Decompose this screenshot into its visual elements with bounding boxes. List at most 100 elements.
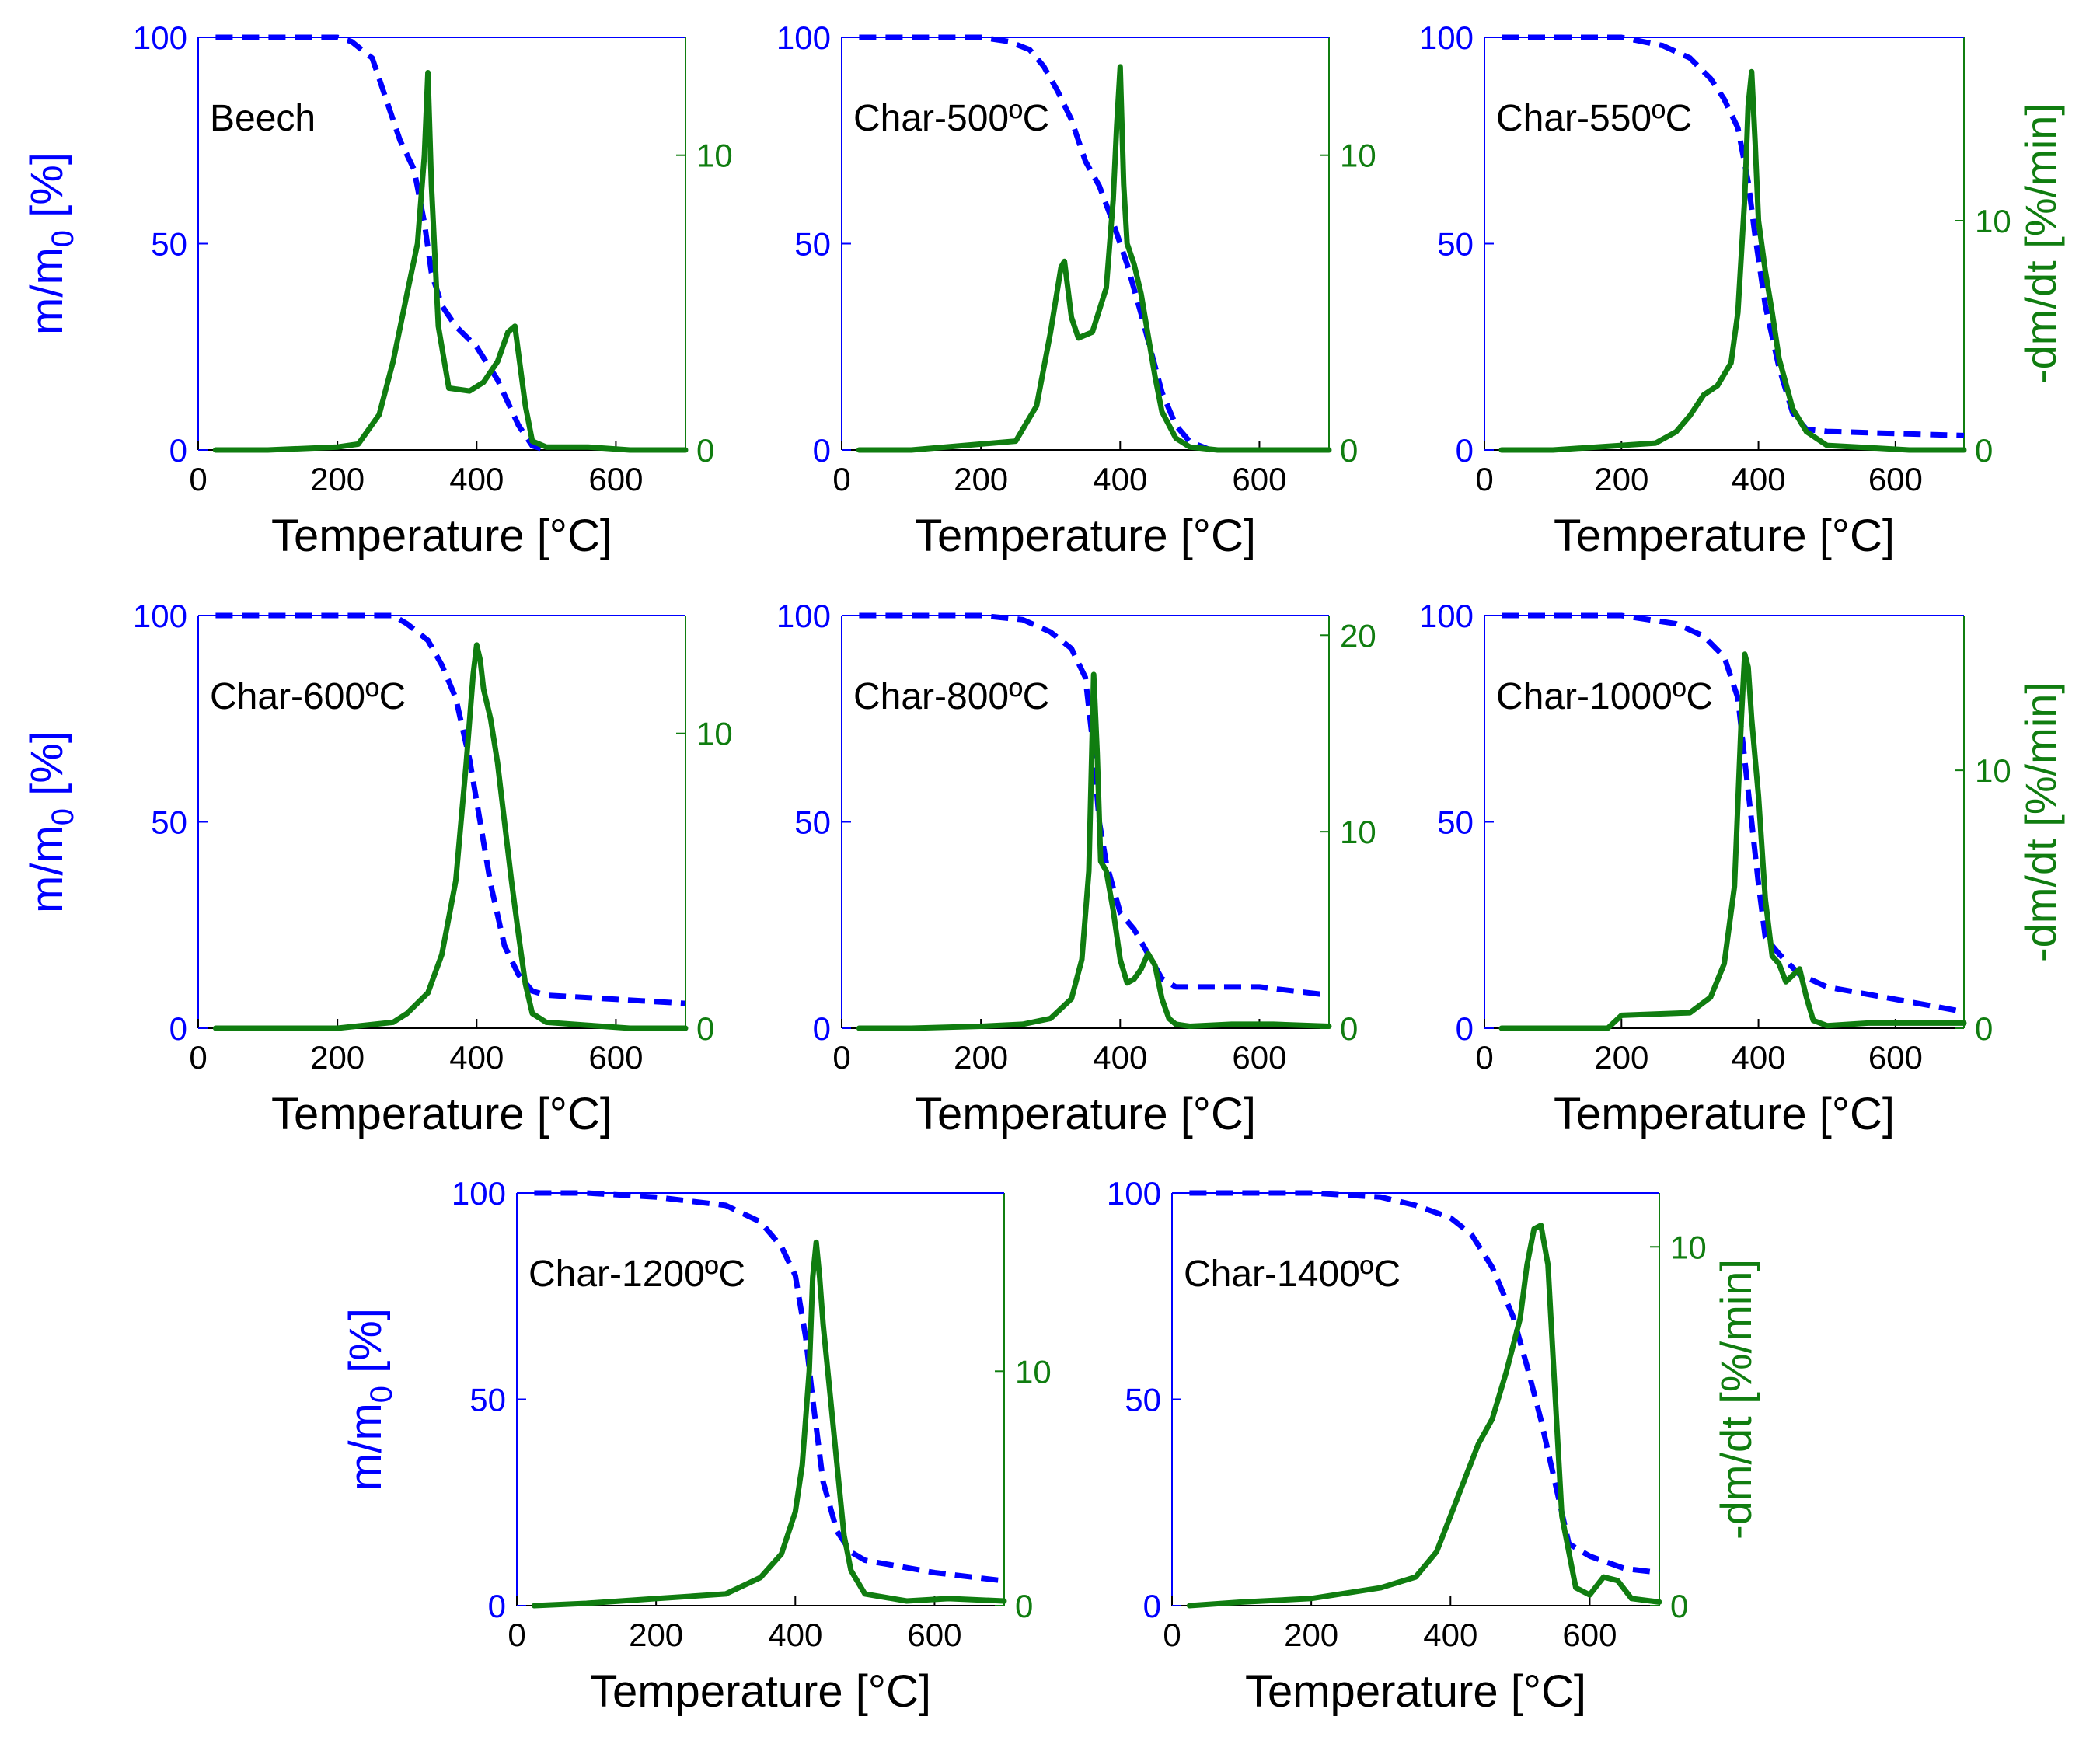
mass-curve: [859, 34, 1212, 453]
left-y-axis-label: m/m0 [%]: [22, 731, 80, 913]
left-y-label-suffix: [%]: [22, 731, 72, 808]
left-y-tick-label: 50: [1437, 804, 1474, 841]
right-y-tick-label: 0: [1340, 432, 1358, 469]
right-y-tick-label: 0: [696, 1010, 714, 1047]
panel-label: Char-800ºC: [853, 676, 1049, 717]
left-y-tick-label: 100: [133, 598, 187, 634]
right-y-tick-label: 0: [696, 432, 714, 469]
x-axis-label: Temperature [°C]: [590, 1666, 931, 1717]
left-y-label-main: m/m: [22, 825, 72, 913]
x-tick-label: 600: [1232, 1039, 1286, 1076]
left-y-tick-label: 100: [133, 19, 187, 56]
mass-curve: [1502, 612, 1965, 1015]
left-y-tick-label: 50: [1437, 226, 1474, 263]
right-y-tick-label: 0: [1975, 432, 1993, 469]
left-y-tick-label: 50: [794, 804, 831, 841]
left-y-tick-label: 100: [776, 19, 831, 56]
left-y-tick-label: 0: [1456, 1010, 1474, 1047]
x-tick-label: 600: [907, 1617, 961, 1653]
left-y-tick-label: 50: [469, 1382, 506, 1418]
left-y-label-main: m/m: [340, 1403, 391, 1491]
x-tick-label: 400: [1732, 1039, 1786, 1076]
rate-curve: [531, 1239, 1007, 1609]
x-tick-label: 0: [1475, 461, 1493, 497]
panel-label: Char-1000ºC: [1496, 676, 1713, 717]
panel-5: 0 200 400 600 0 50 100 0 10 20 Char-800ºC Temperatu…: [776, 598, 1376, 1139]
x-tick-label: 0: [1475, 1039, 1493, 1076]
left-y-label-sub: 0: [46, 808, 80, 825]
rate-curve: [1498, 68, 1967, 453]
left-y-tick-label: 0: [1456, 432, 1474, 469]
panel-label: Char-550ºC: [1496, 98, 1692, 139]
panel-1: 0 200 400 600 0 50 100 0 10 Beech Temperature [°C]…: [22, 19, 733, 561]
mass-curve: [1502, 34, 1965, 438]
right-y-tick-label: 10: [1975, 203, 2011, 239]
x-tick-label: 400: [449, 1039, 504, 1076]
right-y-axis-label: -dm/dt [%/min]: [2016, 682, 2065, 962]
left-y-tick-label: 0: [169, 432, 187, 469]
left-y-axis-label: m/m0 [%]: [22, 152, 80, 335]
x-tick-label: 0: [189, 461, 207, 497]
right-y-tick-label: 0: [1975, 1010, 1993, 1047]
x-tick-label: 0: [832, 1039, 850, 1076]
left-y-tick-label: 0: [169, 1010, 187, 1047]
x-tick-label: 200: [1594, 1039, 1648, 1076]
left-y-tick-label: 100: [1419, 598, 1474, 634]
rate-curve: [856, 64, 1332, 453]
left-y-tick-label: 50: [151, 226, 187, 263]
right-y-tick-label: 10: [1670, 1229, 1707, 1265]
left-y-tick-label: 100: [1419, 19, 1474, 56]
panel-2: 0 200 400 600 0 50 100 0 10 Char-500ºC Temperature…: [776, 19, 1376, 561]
x-tick-label: 200: [1284, 1617, 1338, 1653]
left-y-tick-label: 100: [452, 1175, 506, 1212]
right-y-tick-label: 10: [1015, 1353, 1052, 1390]
panel-3: 0 200 400 600 0 50 100 0 10 Char-550ºC Temperature…: [1419, 19, 2065, 561]
left-y-tick-label: 0: [1143, 1588, 1161, 1624]
x-tick-label: 400: [1423, 1617, 1477, 1653]
panel-label: Char-600ºC: [210, 676, 406, 717]
right-y-tick-label: 10: [1975, 752, 2011, 789]
right-y-tick-label: 10: [696, 138, 733, 174]
panel-6: 0 200 400 600 0 50 100 0 10 Char-1000ºC Temperatur…: [1419, 598, 2065, 1139]
x-tick-label: 600: [1562, 1617, 1617, 1653]
x-tick-label: 0: [508, 1617, 525, 1653]
x-axis-label: Temperature [°C]: [1245, 1666, 1586, 1717]
left-y-tick-label: 50: [151, 804, 187, 841]
rate-curve: [212, 642, 689, 1031]
right-y-tick-label: 20: [1340, 617, 1376, 654]
x-tick-label: 200: [310, 1039, 365, 1076]
right-y-tick-label: 0: [1015, 1588, 1033, 1624]
panel-8: 0 200 400 600 0 50 100 0 10 Char-1400ºC Temperatur…: [1107, 1175, 1760, 1717]
right-y-tick-label: 10: [1340, 138, 1376, 174]
x-tick-label: 400: [768, 1617, 822, 1653]
x-tick-label: 0: [1163, 1617, 1181, 1653]
x-tick-label: 400: [449, 461, 504, 497]
right-y-tick-label: 0: [1670, 1588, 1688, 1624]
x-tick-label: 600: [588, 461, 643, 497]
x-tick-label: 600: [1868, 1039, 1923, 1076]
x-tick-label: 400: [1093, 461, 1147, 497]
left-y-label-main: m/m: [22, 247, 72, 335]
x-tick-label: 400: [1093, 1039, 1147, 1076]
mass-curve: [215, 34, 547, 453]
rate-curve: [1186, 1223, 1662, 1609]
left-y-axis-label: m/m0 [%]: [340, 1308, 399, 1491]
left-y-tick-label: 0: [488, 1588, 506, 1624]
x-axis-label: Temperature [°C]: [1554, 511, 1895, 561]
rate-curve: [212, 70, 689, 453]
right-y-tick-label: 10: [696, 716, 733, 752]
panel-label: Char-1200ºC: [528, 1254, 745, 1295]
panel-label: Char-1400ºC: [1184, 1254, 1401, 1295]
x-axis-label: Temperature [°C]: [915, 1089, 1256, 1139]
right-y-axis-label: -dm/dt [%/min]: [2016, 103, 2065, 384]
left-y-tick-label: 100: [1107, 1175, 1161, 1212]
x-tick-label: 0: [832, 461, 850, 497]
x-tick-label: 200: [1594, 461, 1648, 497]
x-axis-label: Temperature [°C]: [271, 1089, 612, 1139]
x-axis-label: Temperature [°C]: [271, 511, 612, 561]
x-tick-label: 400: [1732, 461, 1786, 497]
mass-curve: [1189, 1190, 1660, 1575]
x-axis-label: Temperature [°C]: [1554, 1089, 1895, 1139]
panel-7: 0 200 400 600 0 50 100 0 10 Char-1200ºC Temperatur…: [340, 1175, 1052, 1717]
